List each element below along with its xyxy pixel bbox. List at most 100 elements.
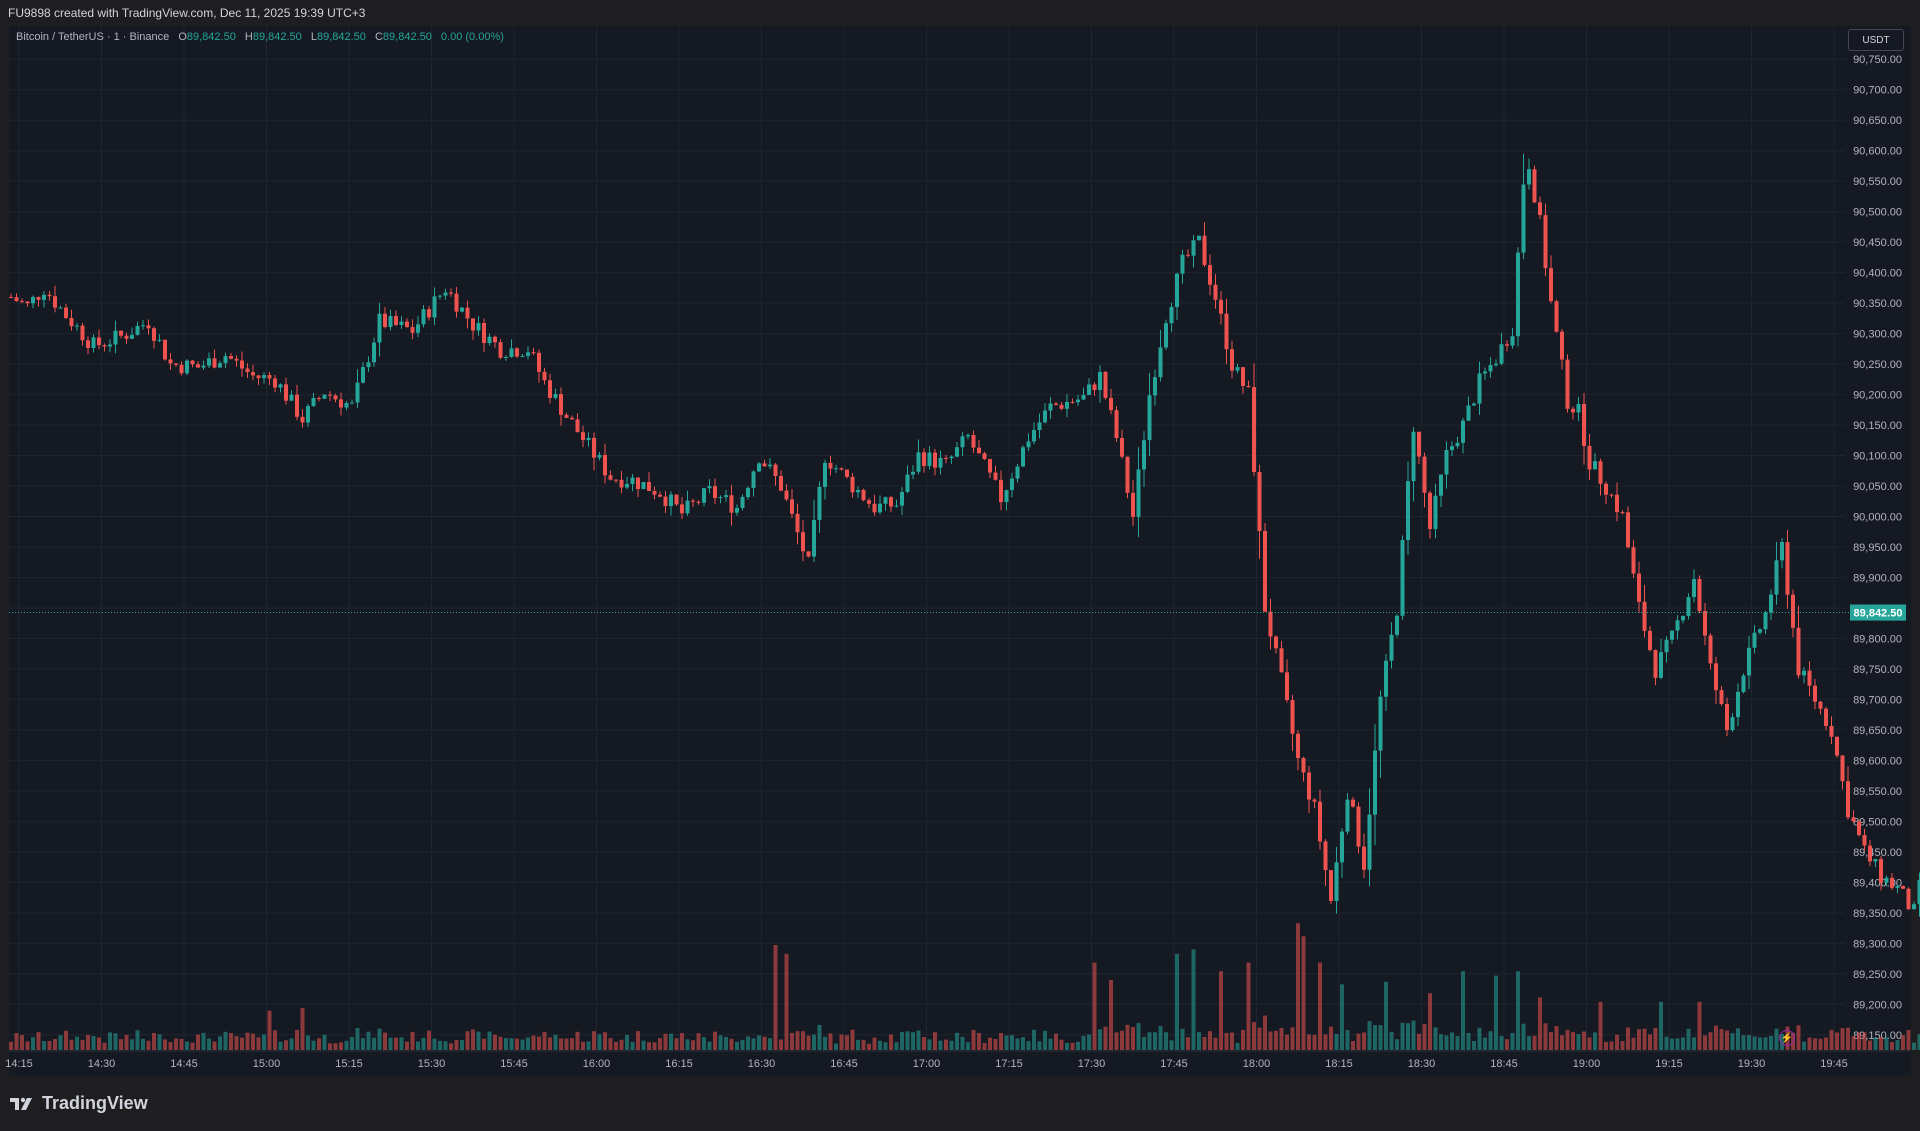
volume-bar <box>790 1032 794 1050</box>
candle-body <box>1659 652 1663 678</box>
chart-area[interactable] <box>9 26 1911 1076</box>
candle-body <box>1587 445 1592 470</box>
candle-body <box>1340 831 1344 863</box>
candle-body <box>1373 750 1377 815</box>
volume-bar <box>1587 1037 1592 1050</box>
volume-bar <box>1301 936 1306 1050</box>
candle-body <box>878 503 882 513</box>
candle-body <box>1582 403 1586 446</box>
candle-body <box>328 394 332 396</box>
volume-bar <box>724 1036 728 1050</box>
volume-bar <box>36 1032 41 1050</box>
volume-bar <box>850 1029 855 1050</box>
volume-bar <box>575 1031 580 1050</box>
volume-bar <box>537 1036 541 1050</box>
x-tick-label: 15:15 <box>335 1058 363 1070</box>
volume-bar <box>482 1038 486 1050</box>
candle-body <box>1098 371 1102 391</box>
candle-body <box>421 309 426 325</box>
candle-body <box>1895 886 1900 888</box>
volume-bar <box>383 1032 387 1050</box>
candle-body <box>1455 442 1460 447</box>
high-value: 89,842.50 <box>252 31 302 43</box>
flash-icon[interactable]: ⚡ <box>1779 1030 1795 1046</box>
candle-body <box>1439 474 1443 496</box>
symbol-name[interactable]: Bitcoin / TetherUS · 1 · Binance <box>16 31 170 43</box>
candle-body <box>735 507 739 513</box>
candle-body <box>966 435 970 437</box>
tradingview-logo[interactable]: TradingView <box>10 1093 148 1114</box>
candle-body <box>1131 492 1135 517</box>
candle-body <box>812 519 816 557</box>
candle-body <box>14 297 19 302</box>
volume-bar <box>1004 1035 1009 1050</box>
volume-bar <box>1120 1030 1124 1050</box>
volume-bar <box>201 1032 206 1050</box>
candle-body <box>680 504 684 514</box>
volume-bar <box>773 945 778 1050</box>
candle-body <box>130 334 134 339</box>
volume-bar <box>1642 1028 1647 1050</box>
candle-body <box>240 360 244 369</box>
volume-bar <box>1224 1032 1229 1050</box>
volume-bar <box>1428 993 1432 1050</box>
candle-body <box>1769 594 1773 613</box>
volume-bar <box>1725 1030 1729 1050</box>
candle-body <box>1642 601 1647 631</box>
candle-body <box>1824 708 1828 726</box>
volume-bar <box>1208 1031 1212 1050</box>
candle-body <box>1087 384 1091 396</box>
volume-bar <box>53 1038 57 1050</box>
candle-body <box>526 352 530 356</box>
candle-body <box>1411 431 1416 482</box>
volume-bar <box>768 1038 772 1050</box>
candle-body <box>1219 299 1223 314</box>
candle-body <box>988 459 992 473</box>
candle-body <box>1681 615 1685 621</box>
volume-bar <box>1884 1037 1889 1050</box>
y-tick-label: 90,750.00 <box>1853 54 1902 66</box>
volume-bar <box>1741 1035 1746 1050</box>
volume-bar <box>894 1042 899 1050</box>
volume-bar <box>432 1038 437 1050</box>
volume-bar <box>289 1038 294 1050</box>
volume-bar <box>988 1037 992 1050</box>
volume-bar <box>1565 1029 1570 1050</box>
candle-body <box>278 384 283 388</box>
candle-body <box>993 472 998 480</box>
volume-bar <box>339 1042 343 1050</box>
volume-bar <box>993 1038 998 1050</box>
volume-bar <box>9 1041 13 1050</box>
candle-body <box>1560 331 1564 360</box>
candle-body <box>289 394 294 401</box>
candle-body <box>619 479 624 488</box>
candle-body <box>256 375 261 379</box>
candle-body <box>1191 240 1196 256</box>
candle-body <box>999 479 1003 503</box>
volume-bar <box>69 1039 74 1050</box>
volume-bar <box>1560 1035 1564 1050</box>
candle-body <box>839 468 844 470</box>
x-tick-label: 18:30 <box>1408 1058 1436 1070</box>
y-tick-label: 89,300.00 <box>1853 938 1902 950</box>
candle-body <box>564 414 569 418</box>
candle-body <box>916 452 921 472</box>
volume-bar <box>14 1032 19 1050</box>
candle-body <box>9 297 13 299</box>
candle-body <box>1521 184 1526 253</box>
volume-bar <box>42 1041 46 1050</box>
candle-body <box>355 382 360 403</box>
candle-body <box>1840 755 1845 782</box>
candle-body <box>790 499 794 514</box>
volume-bar <box>1736 1028 1740 1050</box>
candle-body <box>1813 685 1817 702</box>
volume-bar <box>366 1031 371 1050</box>
currency-selector[interactable]: USDT <box>1848 29 1904 51</box>
volume-bar <box>1015 1038 1020 1050</box>
volume-bar <box>795 1031 800 1050</box>
volume-bar <box>801 1031 805 1050</box>
volume-bar <box>388 1037 393 1050</box>
volume-bar <box>1285 1034 1289 1050</box>
candle-body <box>603 454 607 476</box>
